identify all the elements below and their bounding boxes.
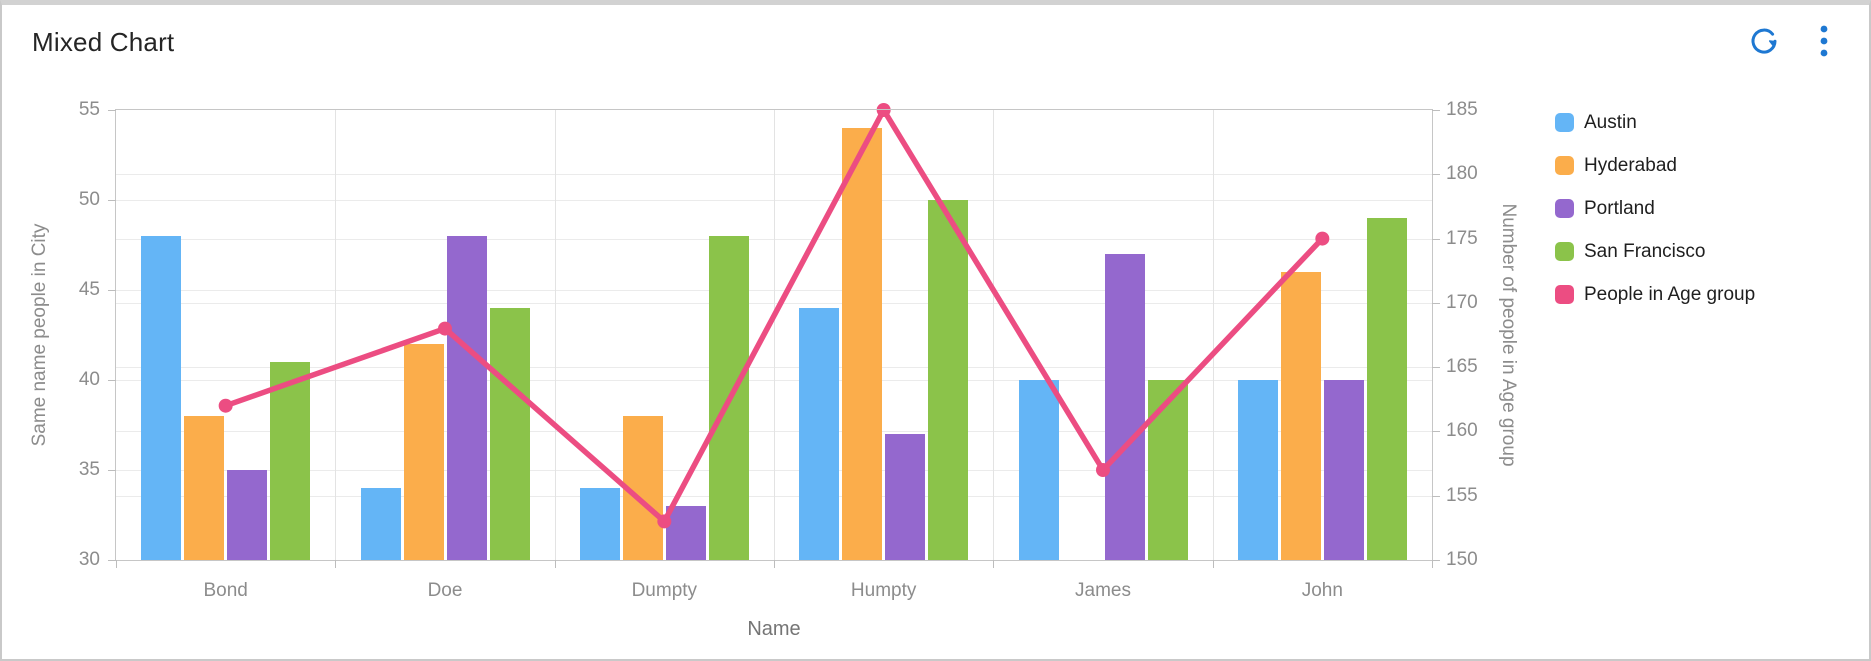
right-axis-tick-170 xyxy=(1432,302,1440,304)
bar-portland-doe xyxy=(446,236,487,560)
right-axis-tick-185 xyxy=(1432,110,1440,111)
x-axis-label-dumpty: Dumpty xyxy=(631,580,698,601)
legend-label: San Francisco xyxy=(1584,240,1706,262)
right-axis-tick-175 xyxy=(1432,238,1440,240)
bar-hyderabad-bond xyxy=(184,416,225,560)
legend-label: Hyderabad xyxy=(1584,154,1677,176)
left-axis-tick-label-45: 45 xyxy=(78,279,100,300)
right-axis-tick-160 xyxy=(1432,431,1440,433)
x-axis-label-humpty: Humpty xyxy=(850,580,917,601)
x-axis-label-james: James xyxy=(1075,580,1131,601)
legend-label: Portland xyxy=(1584,197,1655,219)
gridline-category-1 xyxy=(335,110,337,560)
right-axis-title: Number of people in Age group xyxy=(1498,203,1519,467)
right-axis-tick-label-150: 150 xyxy=(1446,549,1478,570)
bar-san-francisco-doe xyxy=(489,308,530,560)
bar-austin-james xyxy=(1018,380,1059,560)
legend-label: People in Age group xyxy=(1584,283,1756,305)
bar-austin-dumpty xyxy=(579,488,620,560)
x-axis-tick-6 xyxy=(1432,560,1433,568)
right-axis-tick-label-155: 155 xyxy=(1446,484,1478,506)
left-axis-tick-50 xyxy=(108,200,116,201)
legend-marker-portland xyxy=(1555,199,1574,218)
legend-item-san-francisco[interactable]: San Francisco xyxy=(1555,239,1755,264)
kebab-menu-icon xyxy=(1818,24,1830,61)
left-axis-tick-30 xyxy=(108,560,116,561)
legend-item-portland[interactable]: Portland xyxy=(1555,196,1755,221)
left-axis-tick-label-35: 35 xyxy=(78,459,100,480)
gridline-category-4 xyxy=(993,110,995,560)
chart-toolbar xyxy=(1747,25,1841,59)
legend-marker-people-in-age-group xyxy=(1555,285,1574,304)
x-axis-tick-1 xyxy=(335,560,337,568)
left-axis-tick-label-50: 50 xyxy=(78,189,100,210)
chart-region: Same name people in City Number of peopl… xyxy=(2,5,1869,659)
bar-san-francisco-bond xyxy=(270,362,311,560)
x-axis-tick-2 xyxy=(554,560,556,568)
right-axis-tick-label-175: 175 xyxy=(1446,227,1478,249)
left-axis-tick-40 xyxy=(108,380,116,381)
legend-marker-san-francisco xyxy=(1555,242,1574,261)
bar-portland-james xyxy=(1104,254,1145,560)
line-point-bond xyxy=(218,398,233,413)
right-axis-tick-180 xyxy=(1432,174,1440,176)
legend-marker-austin xyxy=(1555,113,1574,132)
right-axis-tick-155 xyxy=(1432,495,1440,497)
bar-portland-john xyxy=(1323,380,1364,560)
bar-austin-humpty xyxy=(799,308,840,560)
legend-item-hyderabad[interactable]: Hyderabad xyxy=(1555,153,1755,178)
left-axis-tick-35 xyxy=(108,470,116,471)
left-axis-tick-label-40: 40 xyxy=(78,369,100,390)
right-axis-tick-label-170: 170 xyxy=(1446,291,1478,313)
plot-area xyxy=(115,103,1433,561)
refresh-button[interactable] xyxy=(1747,25,1781,59)
bar-portland-dumpty xyxy=(665,506,706,560)
left-axis-tick-label-55: 55 xyxy=(78,99,100,120)
bar-austin-bond xyxy=(141,236,182,560)
x-axis-label-john: John xyxy=(1301,580,1343,601)
line-point-humpty xyxy=(876,103,891,117)
left-axis-title: Same name people in City xyxy=(29,223,50,447)
bar-hyderabad-humpty xyxy=(842,128,883,560)
right-axis-tick-165 xyxy=(1432,367,1440,369)
bar-hyderabad-doe xyxy=(403,344,444,560)
chart-legend: Austin Hyderabad Portland San Francisco Peop… xyxy=(1555,110,1755,325)
bar-austin-john xyxy=(1237,380,1278,560)
left-axis-tick-label-30: 30 xyxy=(78,549,100,570)
legend-label: Austin xyxy=(1584,111,1637,133)
bar-san-francisco-john xyxy=(1366,218,1407,560)
chart-title: Mixed Chart xyxy=(32,27,175,57)
right-axis-tick-label-185: 185 xyxy=(1446,99,1478,120)
more-options-button[interactable] xyxy=(1807,25,1841,59)
bar-hyderabad-dumpty xyxy=(622,416,663,560)
x-axis-tick-5 xyxy=(1212,560,1214,568)
right-axis-tick-label-180: 180 xyxy=(1446,163,1478,185)
bar-hyderabad-john xyxy=(1280,272,1321,560)
right-axis-tick-150 xyxy=(1432,560,1440,561)
refresh-icon xyxy=(1749,26,1779,59)
x-axis-label-doe: Doe xyxy=(427,580,463,601)
bar-portland-humpty xyxy=(885,434,926,560)
x-axis-tick-3 xyxy=(774,560,775,568)
legend-item-people-in-age-group[interactable]: People in Age group xyxy=(1555,282,1755,307)
right-axis-tick-label-160: 160 xyxy=(1446,420,1478,442)
x-axis-label-bond: Bond xyxy=(203,580,248,601)
x-axis-tick-0 xyxy=(116,560,117,568)
bar-austin-doe xyxy=(360,488,401,560)
gridline-category-5 xyxy=(1212,110,1214,560)
bar-portland-bond xyxy=(227,470,268,560)
x-axis-tick-4 xyxy=(993,560,995,568)
legend-marker-hyderabad xyxy=(1555,156,1574,175)
bar-san-francisco-james xyxy=(1147,380,1188,560)
bar-san-francisco-humpty xyxy=(928,200,969,560)
gridline-category-3 xyxy=(774,110,775,560)
right-axis-tick-label-165: 165 xyxy=(1446,356,1478,378)
x-axis-title: Name xyxy=(747,618,801,640)
bar-san-francisco-dumpty xyxy=(708,236,749,560)
left-axis-tick-55 xyxy=(108,110,116,111)
legend-item-austin[interactable]: Austin xyxy=(1555,110,1755,135)
left-axis-tick-45 xyxy=(108,290,116,291)
gridline-category-2 xyxy=(554,110,556,560)
